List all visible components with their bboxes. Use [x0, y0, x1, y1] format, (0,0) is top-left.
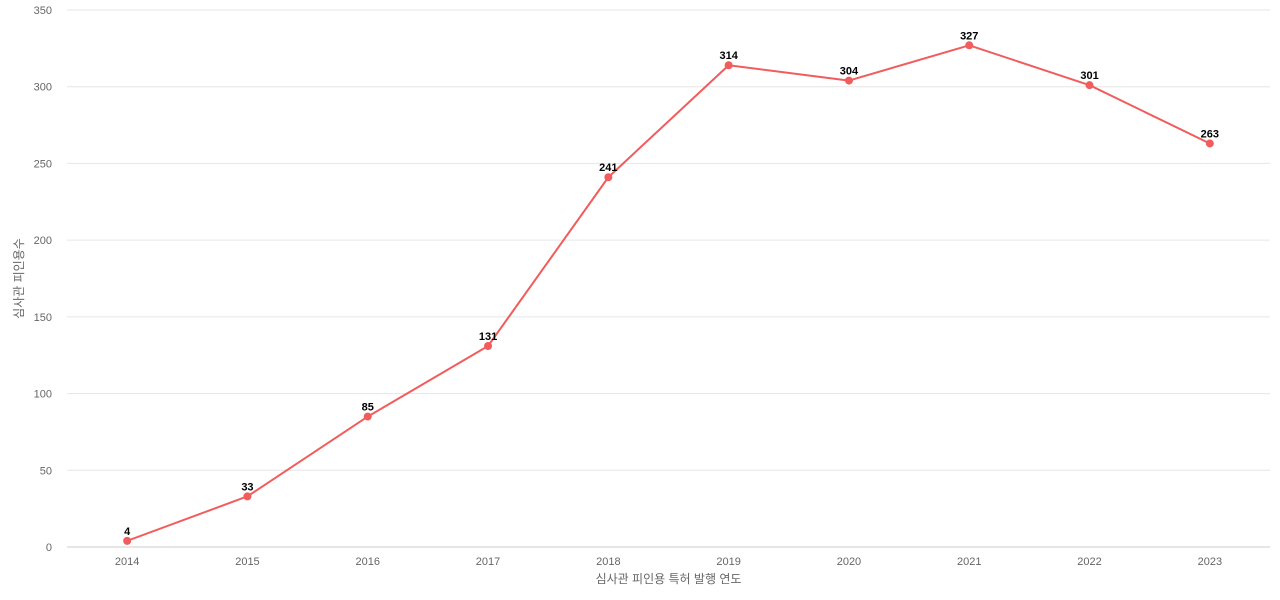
data-point[interactable] — [484, 342, 493, 351]
data-label: 33 — [241, 481, 253, 493]
x-tick-label: 2018 — [596, 556, 620, 568]
data-label: 327 — [960, 30, 978, 42]
data-label: 4 — [124, 526, 131, 538]
grid-lines — [67, 9, 1270, 471]
x-tick-label: 2014 — [115, 556, 139, 568]
y-tick-label: 50 — [40, 465, 52, 477]
x-axis-title: 심사관 피인용 특허 발행 연도 — [596, 571, 742, 586]
series-layer — [126, 44, 1211, 542]
y-tick-label: 350 — [34, 5, 52, 17]
x-tick-label: 2020 — [837, 556, 861, 568]
data-point[interactable] — [844, 76, 853, 85]
data-label: 241 — [599, 162, 617, 174]
y-tick-label: 100 — [34, 389, 52, 401]
data-point[interactable] — [123, 536, 132, 545]
data-point[interactable] — [1205, 139, 1214, 148]
data-label: 131 — [479, 331, 497, 343]
data-point[interactable] — [363, 412, 372, 421]
data-point[interactable] — [724, 61, 733, 70]
x-tick-label: 2019 — [716, 556, 740, 568]
y-tick-label: 300 — [34, 82, 52, 94]
y-tick-label: 250 — [34, 158, 52, 170]
y-tick-label: 150 — [34, 312, 52, 324]
data-point[interactable] — [604, 173, 613, 182]
y-tick-label: 0 — [46, 542, 52, 554]
data-points — [123, 41, 1214, 545]
series-line — [126, 44, 1211, 542]
data-point[interactable] — [243, 492, 252, 501]
x-tick-label: 2017 — [476, 556, 500, 568]
data-point[interactable] — [965, 41, 974, 50]
x-axis-ticks: 2014 2015 2016 2017 2018 2019 2020 2021 2022 2023 — [115, 556, 1222, 568]
x-tick-label: 2016 — [356, 556, 380, 568]
x-tick-label: 2022 — [1077, 556, 1101, 568]
data-label: 263 — [1201, 128, 1219, 140]
x-tick-label: 2021 — [957, 556, 981, 568]
data-labels: 4 33 85 131 241 314 304 327 301 263 — [124, 30, 1219, 538]
x-tick-label: 2015 — [235, 556, 259, 568]
data-label: 314 — [719, 50, 738, 62]
y-tick-label: 200 — [34, 235, 52, 247]
x-tick-label: 2023 — [1198, 556, 1222, 568]
data-point[interactable] — [1085, 81, 1094, 90]
data-label: 301 — [1080, 70, 1098, 82]
data-label: 304 — [840, 66, 859, 78]
data-label: 85 — [362, 402, 374, 414]
y-axis-ticks: 0 50 100 150 200 250 300 350 — [34, 5, 52, 554]
y-axis-title: 심사관 피인용수 — [12, 238, 26, 319]
